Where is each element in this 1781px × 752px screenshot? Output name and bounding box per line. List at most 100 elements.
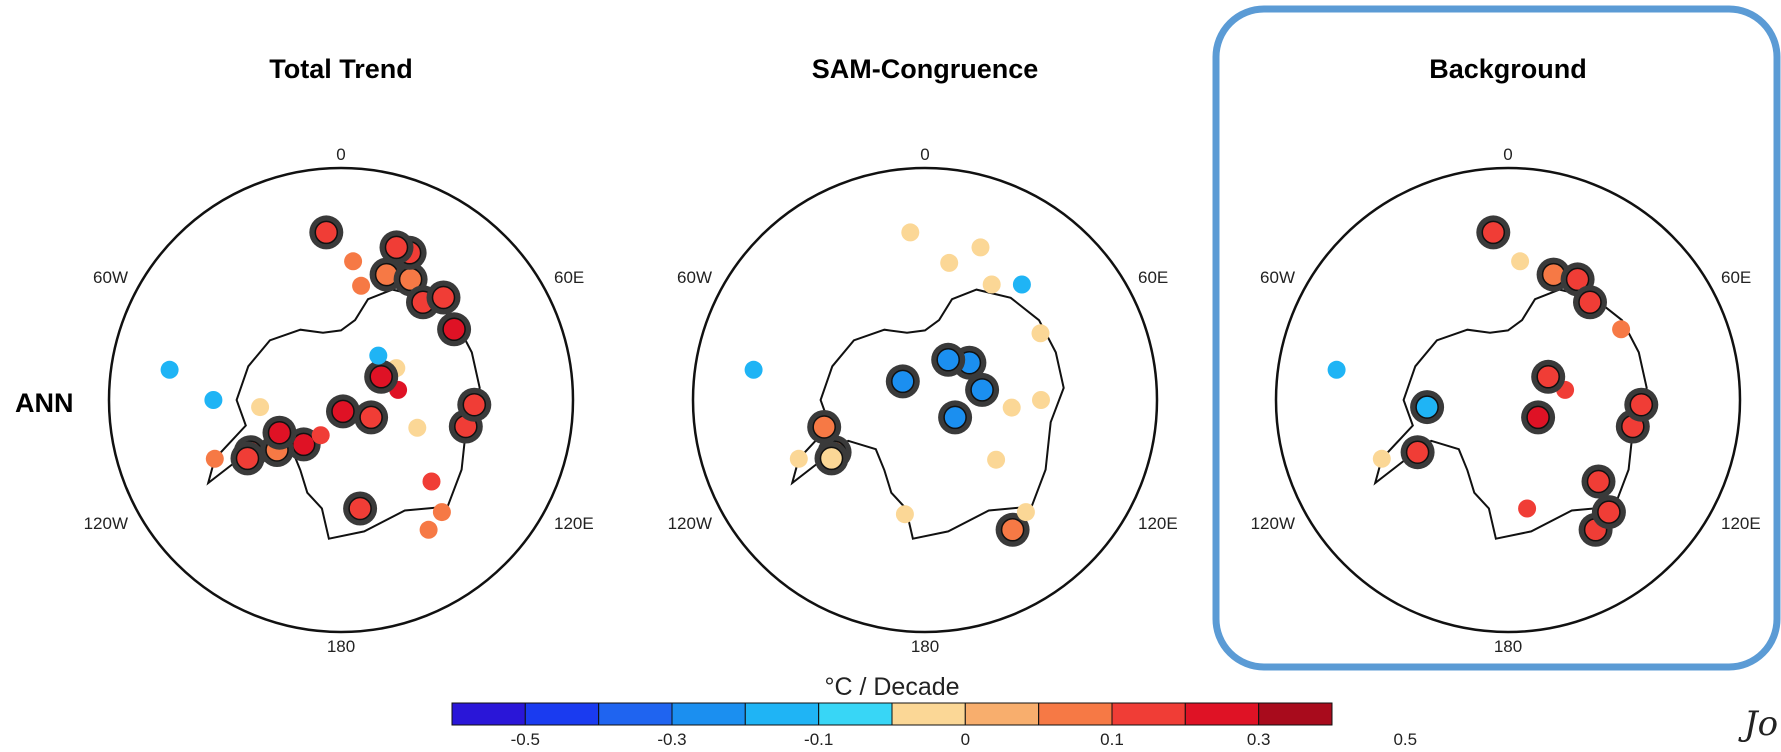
panel-title: Total Trend [269, 54, 413, 84]
station-point [364, 359, 399, 394]
colorbar: °C / Decade -0.5 -0.3 -0.1 0 0.1 0.3 0.5 [451, 673, 1417, 749]
longitude-label: 0 [1503, 145, 1512, 164]
colorbar-segment [598, 702, 673, 726]
station-point [419, 520, 438, 539]
station-marker [1372, 449, 1391, 468]
colorbar-segment [818, 702, 893, 726]
colorbar-segment [1111, 702, 1186, 726]
station-marker [408, 418, 427, 437]
colorbar-tick-label: -0.5 [511, 730, 540, 749]
station-marker [422, 472, 441, 491]
longitude-label: 120E [554, 514, 594, 533]
station-marker [970, 378, 994, 402]
station-marker [462, 392, 487, 417]
station-point [1518, 499, 1537, 518]
colorbar-segment [891, 702, 966, 726]
longitude-label: 180 [911, 637, 939, 656]
station-point [1573, 285, 1607, 320]
longitude-label: 120W [668, 514, 712, 533]
station-marker [812, 415, 836, 439]
station-marker [1518, 499, 1537, 518]
station-marker [987, 450, 1006, 469]
station-point [744, 360, 763, 379]
longitude-label: 60W [93, 268, 128, 287]
station-point [1410, 390, 1445, 425]
station-point [160, 360, 179, 379]
station-marker [819, 446, 844, 471]
map-boundary [691, 166, 1159, 634]
station-marker [1597, 500, 1621, 524]
map-panel: Total Trend 0 60E 120E 180 120W 60W [84, 54, 594, 656]
panel-title: SAM-Congruence [812, 54, 1039, 84]
station-point [1578, 512, 1613, 547]
longitude-label: 0 [336, 145, 345, 164]
station-point [814, 441, 849, 476]
longitude-label: 0 [920, 145, 929, 164]
station-marker [432, 503, 451, 522]
station-marker [205, 449, 224, 468]
longitude-label: 120W [1251, 514, 1295, 533]
station-marker [895, 505, 914, 524]
station-point [938, 400, 973, 435]
station-point [311, 426, 330, 445]
station-marker [940, 253, 959, 272]
station-point [408, 418, 427, 437]
station-marker [251, 398, 270, 417]
station-point [457, 387, 492, 422]
station-point [1327, 360, 1346, 379]
map-panel: Background 0 60E 120E 180 120W 60W [1251, 54, 1761, 656]
map-panel: SAM-Congruence 0 60E 120E 180 120W 60W [668, 54, 1178, 656]
colorbar-segment [1038, 702, 1113, 726]
station-point [931, 342, 966, 377]
colorbar-segment [671, 702, 746, 726]
station-point [1581, 464, 1616, 499]
colorbar-tick-label: 0.3 [1247, 730, 1271, 749]
station-marker [1586, 469, 1611, 494]
station-point [1531, 359, 1566, 394]
station-marker [1012, 275, 1031, 294]
longitude-label: 120E [1138, 514, 1178, 533]
station-marker [744, 360, 763, 379]
station-point [1591, 495, 1626, 530]
station-marker [936, 348, 960, 372]
highlight-frame [1212, 5, 1781, 671]
colorbar-segment [964, 702, 1040, 726]
longitude-label: 120W [84, 514, 128, 533]
station-point [205, 449, 224, 468]
colorbar-tick-label: -0.3 [657, 730, 686, 749]
longitude-label: 180 [327, 637, 355, 656]
station-point [379, 230, 414, 265]
station-marker [369, 365, 393, 389]
colorbar-segment [1184, 702, 1260, 726]
station-marker [1000, 518, 1025, 542]
station-marker [235, 446, 260, 471]
colorbar-segment [744, 702, 820, 726]
station-point [1012, 275, 1031, 294]
station-marker [359, 405, 383, 430]
station-marker [901, 223, 920, 242]
station-point [895, 505, 914, 524]
station-marker [311, 426, 330, 445]
station-point [987, 450, 1006, 469]
station-marker [891, 369, 915, 394]
station-marker [160, 360, 179, 379]
colorbar-segment [1258, 702, 1333, 726]
row-label: ANN [15, 388, 74, 418]
longitude-label: 60W [1260, 268, 1295, 287]
station-marker [267, 420, 292, 445]
station-marker [1415, 395, 1439, 419]
map-boundary [107, 166, 575, 634]
station-point [432, 503, 451, 522]
colorbar-tick-label: 0.1 [1100, 730, 1124, 749]
station-marker [344, 252, 363, 271]
station-marker [348, 496, 372, 521]
station-point [1521, 400, 1556, 435]
colorbar-tick-label: 0 [961, 730, 970, 749]
station-point [940, 253, 959, 272]
longitude-label: 60W [677, 268, 712, 287]
colorbar-segment [524, 702, 600, 726]
station-point [982, 275, 1001, 294]
station-marker [982, 275, 1001, 294]
station-marker [943, 405, 967, 430]
